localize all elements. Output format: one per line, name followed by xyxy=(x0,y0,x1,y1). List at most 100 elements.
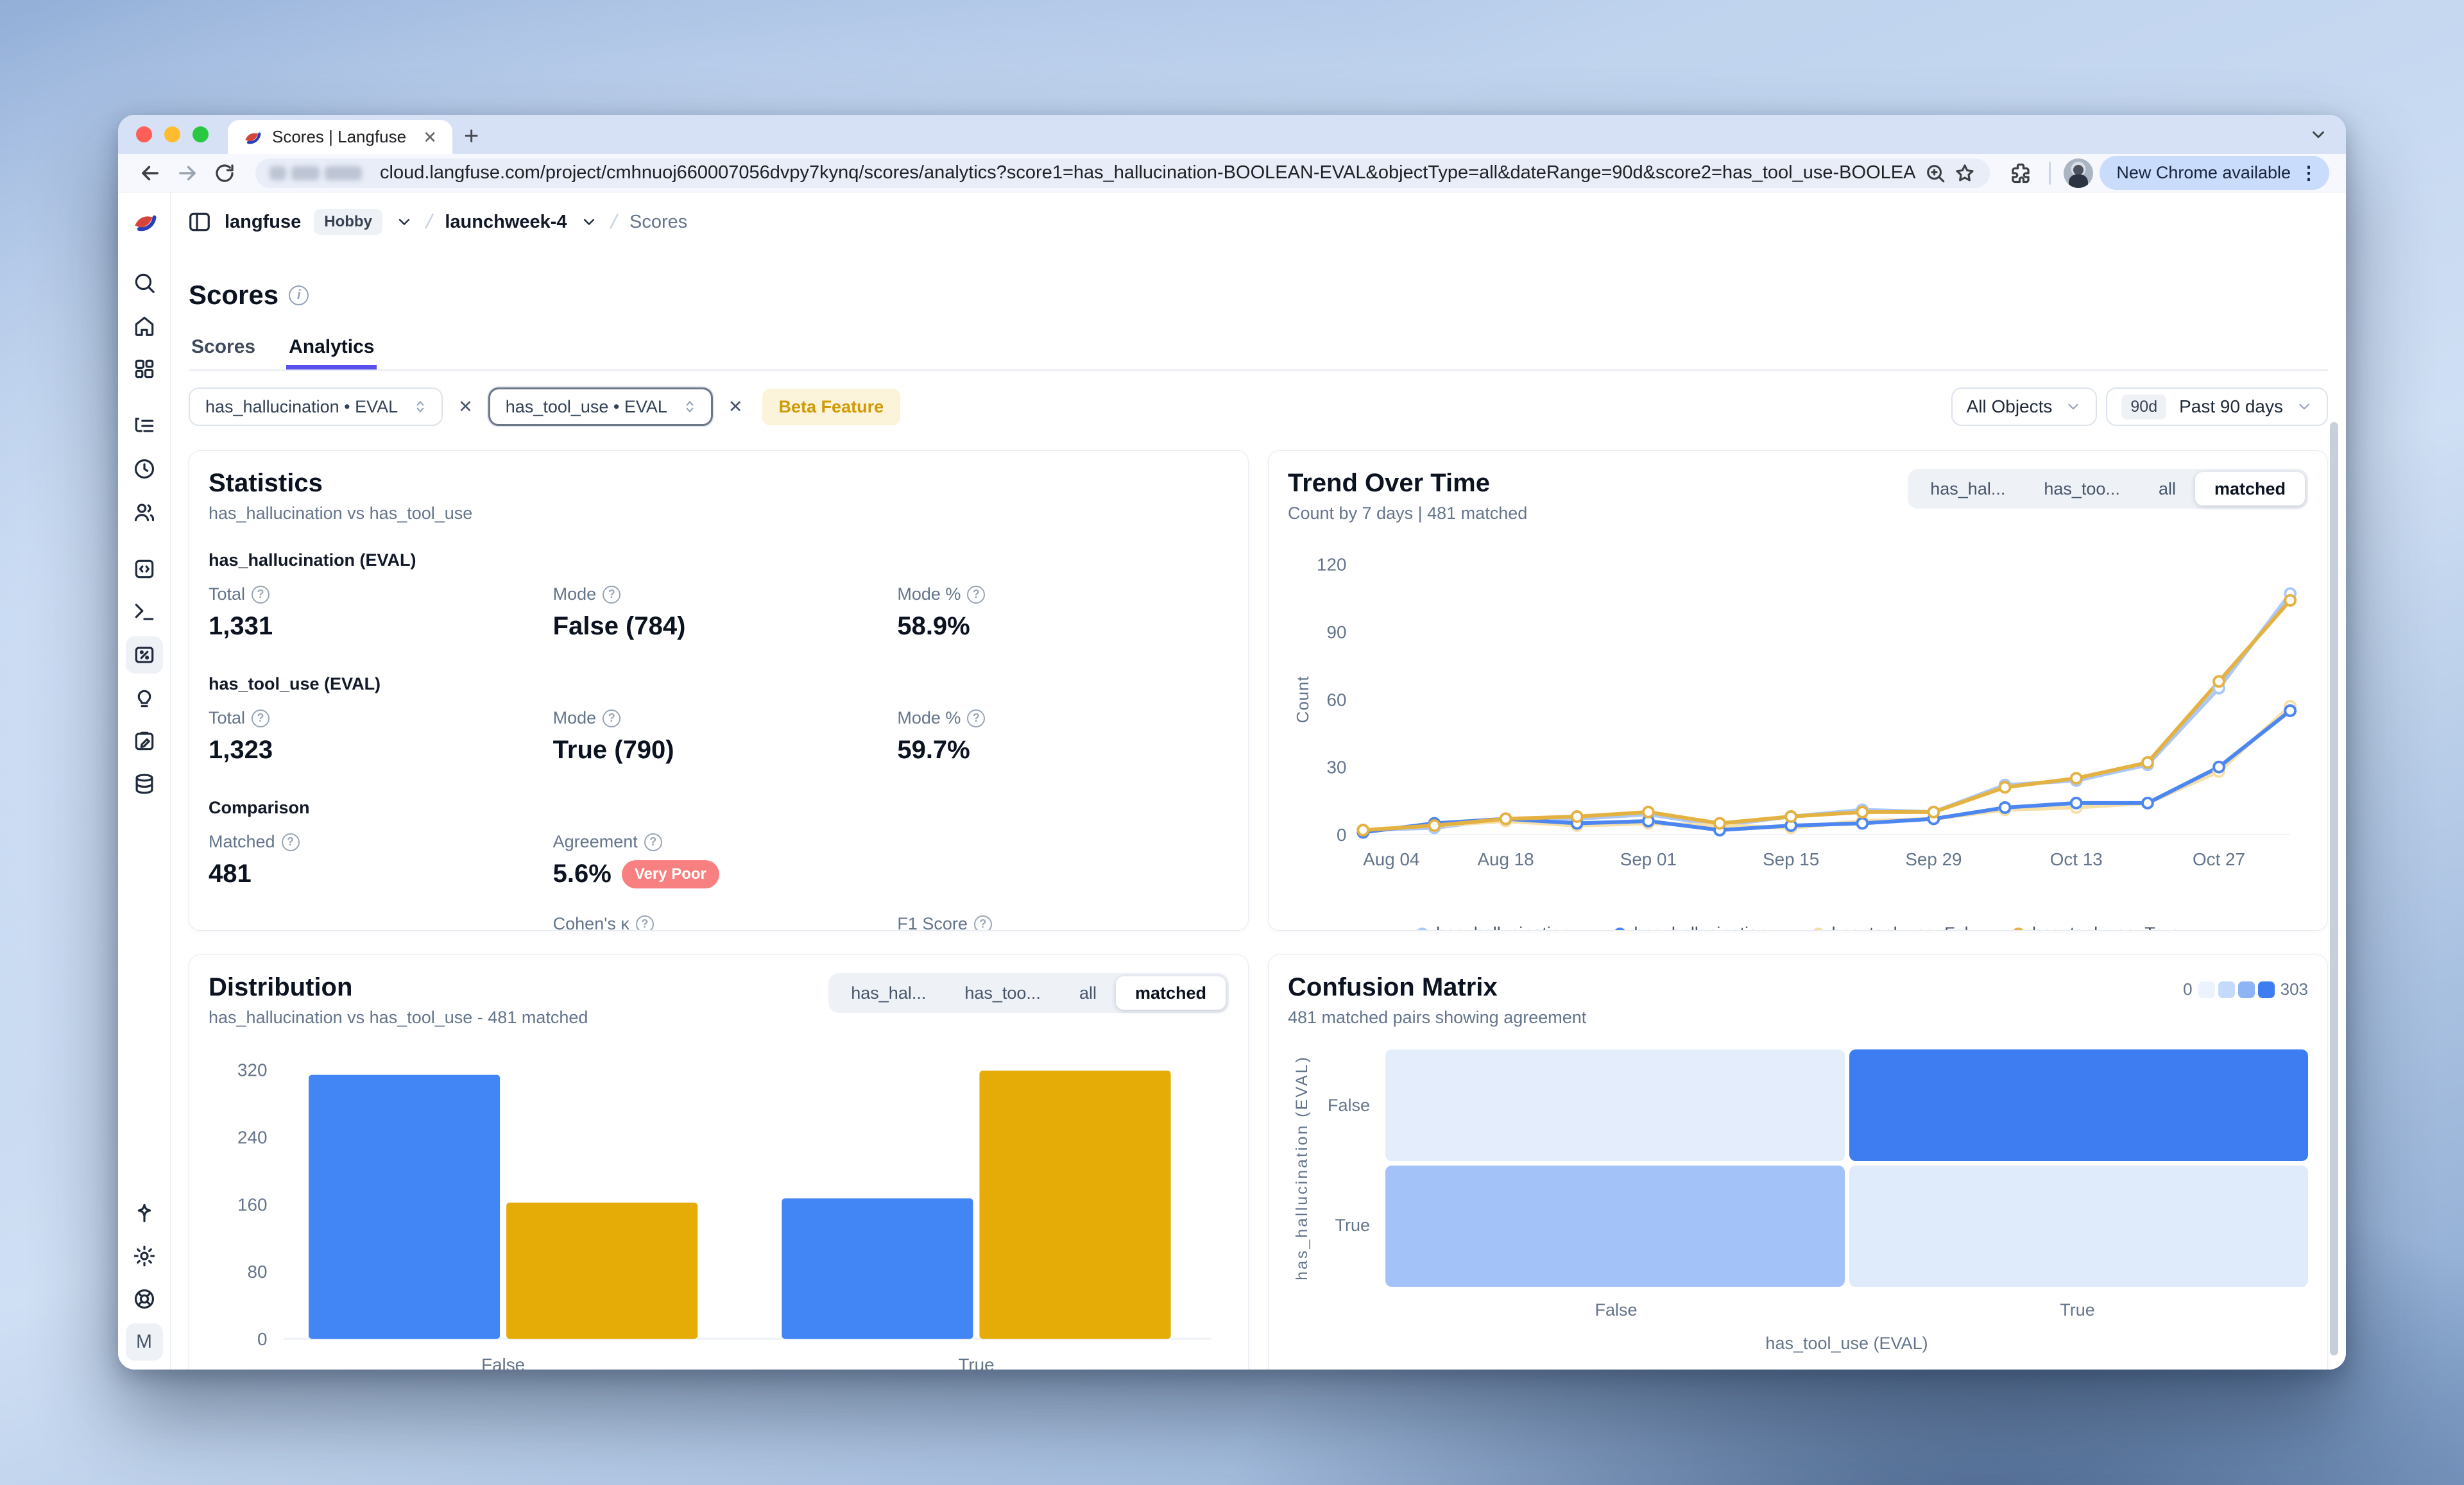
forward-button[interactable] xyxy=(172,158,203,189)
segment-all[interactable]: all xyxy=(2158,479,2176,498)
chrome-update-label: New Chrome available xyxy=(2116,163,2291,182)
section-heading: Comparison xyxy=(209,798,310,817)
sidebar-toggle-icon[interactable] xyxy=(187,210,212,234)
tab-search-chevron-icon[interactable] xyxy=(2309,125,2328,144)
zoom-icon[interactable] xyxy=(1924,162,1946,184)
svg-text:160: 160 xyxy=(237,1194,267,1214)
close-window-button[interactable] xyxy=(136,126,152,142)
confusion-cell[interactable] xyxy=(1385,1166,1845,1287)
help-icon[interactable]: ? xyxy=(967,585,986,604)
prompts-icon[interactable] xyxy=(126,550,163,588)
svg-text:True: True xyxy=(958,1355,994,1370)
statistics-card: Statistics has_hallucination vs has_tool… xyxy=(189,450,1249,931)
row-label-false: False xyxy=(1327,1095,1370,1115)
new-tab-button[interactable]: + xyxy=(464,122,479,150)
rating-badge: Very Poor xyxy=(621,860,719,888)
svg-text:320: 320 xyxy=(237,1060,267,1080)
tracing-icon[interactable] xyxy=(126,407,163,445)
search-icon[interactable] xyxy=(126,264,163,301)
segment-has-hal[interactable]: has_hal... xyxy=(1930,479,2006,498)
reload-button[interactable] xyxy=(209,158,240,189)
browser-tab[interactable]: Scores | Langfuse ✕ xyxy=(228,120,452,154)
remove-score1-icon[interactable]: ✕ xyxy=(458,396,473,416)
browser-tabstrip: Scores | Langfuse ✕ + xyxy=(118,115,2346,154)
help-icon[interactable]: ? xyxy=(603,709,621,727)
segment-matched[interactable]: matched xyxy=(2194,472,2305,505)
address-bar[interactable]: cloud.langfuse.com/project/cmhnuoj660007… xyxy=(255,158,1990,188)
project-chevron-icon[interactable] xyxy=(580,213,598,231)
breadcrumb-project[interactable]: launchweek-4 xyxy=(445,211,567,232)
date-range-value: Past 90 days xyxy=(2179,396,2283,416)
col-label-false: False xyxy=(1595,1300,1638,1320)
url-text[interactable]: cloud.langfuse.com/project/cmhnuoj660007… xyxy=(380,162,1917,183)
svg-text:Sep 01: Sep 01 xyxy=(1620,849,1677,869)
maximize-window-button[interactable] xyxy=(193,126,209,142)
svg-text:Oct 13: Oct 13 xyxy=(2050,849,2103,869)
help-icon[interactable]: ? xyxy=(644,833,662,851)
evaluators-lightbulb-icon[interactable] xyxy=(126,679,163,717)
help-icon[interactable]: ? xyxy=(973,915,992,930)
remove-score2-icon[interactable]: ✕ xyxy=(728,396,743,416)
score1-select[interactable]: has_hallucination • EVAL xyxy=(189,387,443,426)
metric-kappa: Cohen's κ? -0.716Poor xyxy=(553,914,885,930)
legend-item: has_tool_use: True xyxy=(2012,924,2180,930)
segment-matched[interactable]: matched xyxy=(1115,976,1226,1010)
confusion-cell[interactable] xyxy=(1385,1049,1845,1161)
confusion-cell[interactable] xyxy=(1849,1049,2308,1161)
user-avatar[interactable]: M xyxy=(125,1323,163,1361)
sessions-clock-icon[interactable] xyxy=(126,450,163,488)
browser-window: Scores | Langfuse ✕ + cloud.langfuse.com… xyxy=(118,115,2346,1370)
tab-close-icon[interactable]: ✕ xyxy=(423,127,437,147)
playground-terminal-icon[interactable] xyxy=(126,593,163,631)
scrollbar[interactable] xyxy=(2330,422,2338,1355)
breadcrumb-org[interactable]: langfuse xyxy=(225,211,302,232)
org-chevron-icon[interactable] xyxy=(395,213,413,231)
confusion-cell[interactable] xyxy=(1849,1166,2308,1287)
chrome-update-button[interactable]: New Chrome available ⋮ xyxy=(2100,156,2329,190)
window-controls xyxy=(118,115,228,154)
distribution-card: Distribution has_hallucination vs has_to… xyxy=(189,955,1249,1370)
help-icon[interactable]: ? xyxy=(252,585,270,604)
filter-row: has_hallucination • EVAL ✕ has_tool_use … xyxy=(189,387,2328,426)
browser-toolbar: cloud.langfuse.com/project/cmhnuoj660007… xyxy=(118,154,2346,192)
chevron-down-icon xyxy=(2299,403,2309,410)
date-range-select[interactable]: 90d Past 90 days xyxy=(2106,387,2328,426)
help-icon[interactable]: ? xyxy=(281,833,300,851)
profile-avatar[interactable] xyxy=(2064,158,2094,188)
users-icon[interactable] xyxy=(126,493,163,530)
scale-swatch xyxy=(2218,981,2235,998)
settings-gear-icon[interactable] xyxy=(126,1237,163,1275)
segment-all[interactable]: all xyxy=(1079,983,1097,1003)
tab-analytics[interactable]: Analytics xyxy=(286,332,377,369)
help-icon[interactable]: ? xyxy=(252,709,270,727)
back-button[interactable] xyxy=(135,158,166,189)
breadcrumb-separator: / xyxy=(424,208,435,235)
segment-has-too[interactable]: has_too... xyxy=(964,983,1041,1003)
langfuse-logo[interactable] xyxy=(118,192,171,251)
extensions-puzzle-icon[interactable] xyxy=(2005,158,2036,189)
segment-has-too[interactable]: has_too... xyxy=(2044,479,2120,498)
bookmark-star-icon[interactable] xyxy=(1954,162,1976,184)
datasets-pen-icon[interactable] xyxy=(126,722,163,759)
scores-icon[interactable] xyxy=(125,636,163,674)
dashboards-icon[interactable] xyxy=(126,350,163,387)
home-icon[interactable] xyxy=(126,307,163,344)
blurred-chip xyxy=(325,165,362,180)
support-lifebuoy-icon[interactable] xyxy=(126,1280,163,1318)
distribution-title: Distribution xyxy=(209,973,353,1001)
database-icon[interactable] xyxy=(126,765,163,802)
whats-new-sparkle-icon[interactable] xyxy=(126,1194,163,1232)
tab-scores[interactable]: Scores xyxy=(191,336,256,357)
object-type-select[interactable]: All Objects xyxy=(1951,387,2098,426)
browser-menu-icon[interactable]: ⋮ xyxy=(2300,163,2318,183)
info-icon[interactable]: i xyxy=(289,285,309,305)
segment-has-hal[interactable]: has_hal... xyxy=(851,983,927,1003)
svg-text:60: 60 xyxy=(1326,690,1346,709)
chevron-down-icon xyxy=(2068,403,2078,410)
score2-select[interactable]: has_tool_use • EVAL xyxy=(488,387,713,426)
help-icon[interactable]: ? xyxy=(635,915,654,930)
minimize-window-button[interactable] xyxy=(164,126,180,142)
help-icon[interactable]: ? xyxy=(603,585,621,604)
help-icon[interactable]: ? xyxy=(967,709,986,727)
confusion-subtitle: 481 matched pairs showing agreement xyxy=(1288,1008,1587,1027)
